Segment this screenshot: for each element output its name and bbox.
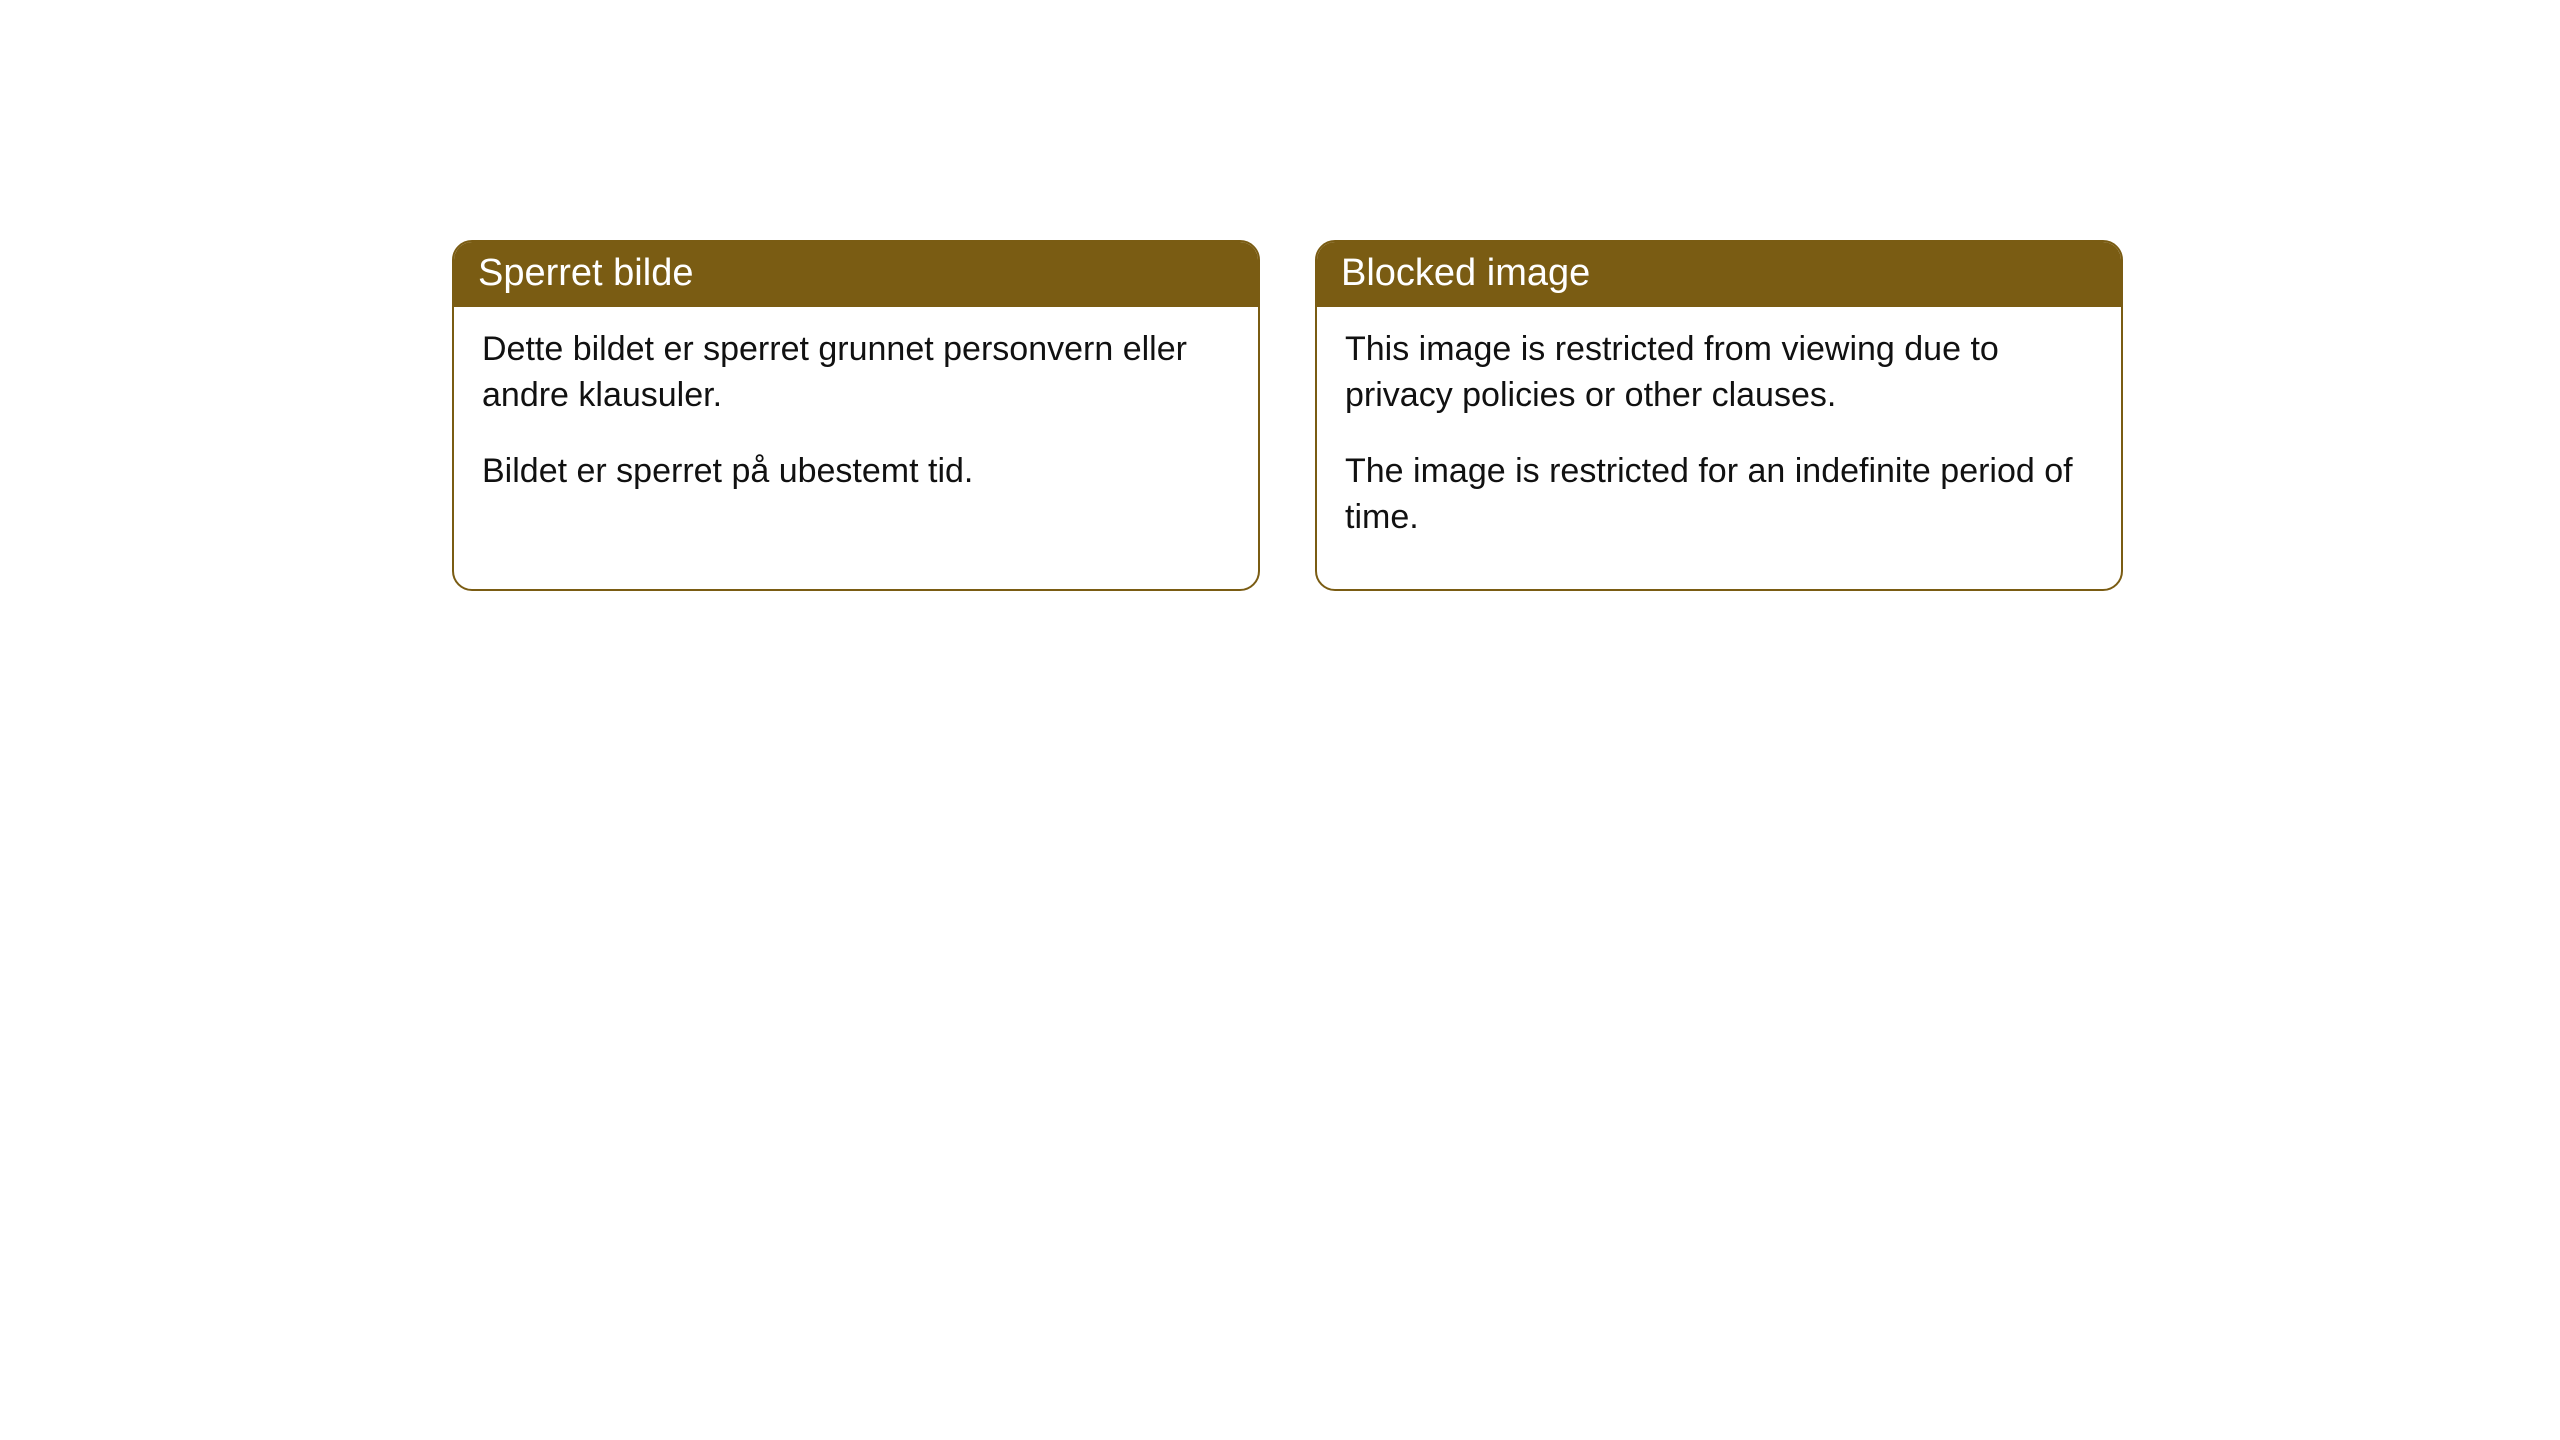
card-paragraph: The image is restricted for an indefinit… <box>1345 449 2093 541</box>
card-body: Dette bildet er sperret grunnet personve… <box>454 307 1258 543</box>
card-body: This image is restricted from viewing du… <box>1317 307 2121 589</box>
card-paragraph: Dette bildet er sperret grunnet personve… <box>482 327 1230 419</box>
card-header: Sperret bilde <box>454 242 1258 307</box>
card-paragraph: Bildet er sperret på ubestemt tid. <box>482 449 1230 495</box>
notice-card-english: Blocked image This image is restricted f… <box>1315 240 2123 591</box>
notice-cards-container: Sperret bilde Dette bildet er sperret gr… <box>452 240 2123 591</box>
card-paragraph: This image is restricted from viewing du… <box>1345 327 2093 419</box>
notice-card-norwegian: Sperret bilde Dette bildet er sperret gr… <box>452 240 1260 591</box>
card-header: Blocked image <box>1317 242 2121 307</box>
